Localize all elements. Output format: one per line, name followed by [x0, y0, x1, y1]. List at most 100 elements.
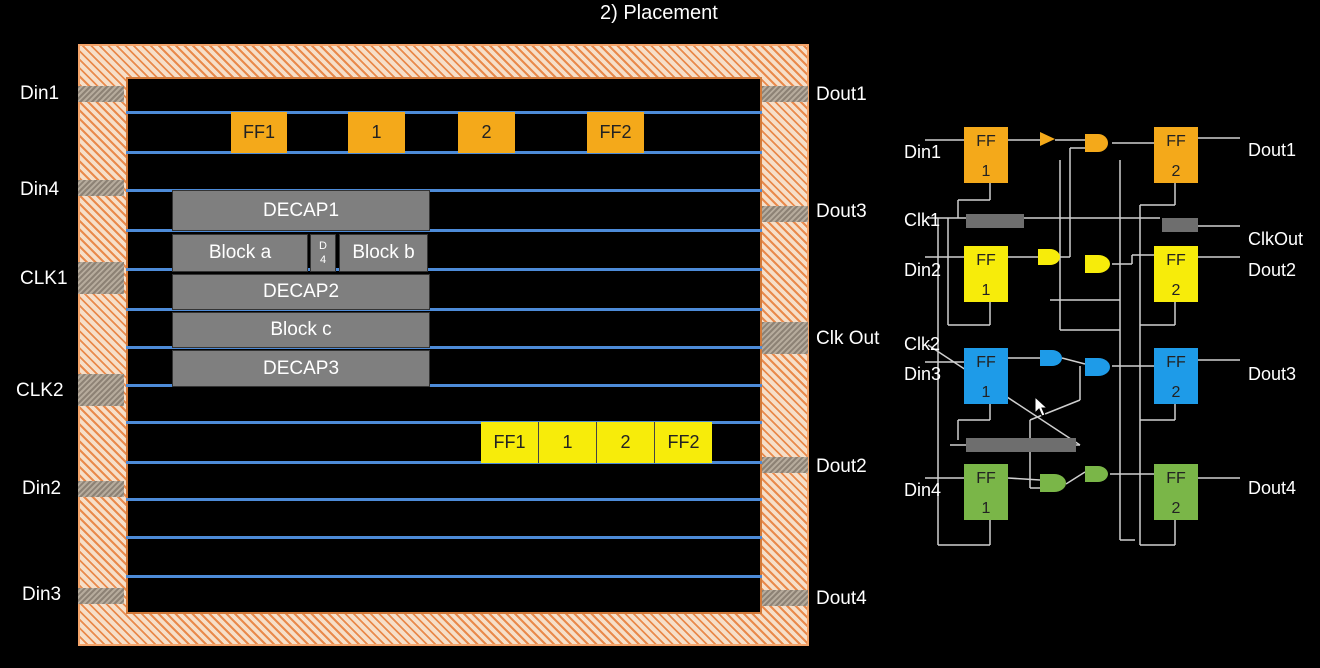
block-a: Block a [172, 234, 308, 272]
label-clkout: Clk Out [816, 328, 880, 349]
label-dout1: Dout1 [816, 84, 867, 105]
and-gate-green [1085, 466, 1108, 482]
pad-din3 [78, 588, 124, 604]
ff-number: 2 [1172, 282, 1181, 299]
sch-label-din1: Din1 [904, 142, 941, 162]
and-gate-yellow [1085, 255, 1110, 273]
placement-row [126, 229, 762, 232]
pad-clk1 [78, 262, 124, 294]
ff-green-1: FF 1 [964, 464, 1008, 520]
and-gate-blue [1040, 350, 1062, 366]
cell-ff2-yellow: FF2 [655, 422, 712, 463]
and-gate-orange [1085, 134, 1108, 152]
sch-label-dout1: Dout1 [1248, 140, 1296, 160]
block-decap3: DECAP3 [172, 350, 430, 387]
clock-buffer [966, 214, 1024, 228]
block-c: Block c [172, 312, 430, 348]
placement-row [126, 575, 762, 578]
ff-green-2: FF 2 [1154, 464, 1198, 520]
block-d4-top: D [319, 240, 327, 252]
label-dout4: Dout4 [816, 588, 867, 609]
label-dout2: Dout2 [816, 456, 867, 477]
page-title: 2) Placement [600, 2, 718, 24]
cell-ff2-orange: FF2 [587, 112, 644, 153]
label-clk1: CLK1 [20, 268, 68, 289]
and-gate-green [1040, 474, 1066, 492]
placement-row [126, 384, 762, 387]
ff-number: 1 [982, 282, 991, 299]
placement-row [126, 346, 762, 349]
sch-label-clkout: ClkOut [1248, 229, 1303, 249]
sch-label-din3: Din3 [904, 364, 941, 384]
clock-buffer [1162, 218, 1198, 232]
pad-dout2 [762, 457, 808, 473]
mouse-cursor-icon [1034, 396, 1048, 417]
cell-ff1-orange: FF1 [231, 112, 287, 153]
cell-1-orange: 1 [348, 112, 405, 153]
ff-number: 1 [982, 500, 991, 517]
ff-label: FF [976, 252, 996, 269]
placement-row [126, 308, 762, 311]
block-b: Block b [339, 234, 428, 272]
ff-number: 1 [982, 384, 991, 401]
sch-label-din4: Din4 [904, 480, 941, 500]
placement-row [126, 189, 762, 192]
ff-number: 2 [1172, 384, 1181, 401]
ff-label: FF [1166, 133, 1186, 150]
pad-dout4 [762, 590, 808, 606]
pad-din4 [78, 180, 124, 196]
ff-number: 2 [1172, 500, 1181, 517]
sch-label-dout4: Dout4 [1248, 478, 1296, 498]
sch-label-clk2: Clk2 [904, 334, 940, 354]
ff-label: FF [976, 470, 996, 487]
ff-orange-2: FF 2 [1154, 127, 1198, 183]
label-clk2: CLK2 [16, 380, 64, 401]
pad-din1 [78, 86, 124, 102]
placement-row [126, 111, 762, 114]
ff-label: FF [976, 133, 996, 150]
pad-dout1 [762, 86, 808, 102]
label-din4: Din4 [20, 179, 60, 200]
pad-clk2 [78, 374, 124, 406]
cell-2-orange: 2 [458, 112, 515, 153]
placement-row [126, 151, 762, 154]
placement-row [126, 421, 762, 424]
label-din2: Din2 [22, 478, 62, 499]
label-dout3: Dout3 [816, 201, 867, 222]
pad-dout3 [762, 206, 808, 222]
sch-label-dout3: Dout3 [1248, 364, 1296, 384]
label-din1: Din1 [20, 83, 60, 104]
cell-ff1-yellow: FF1 [481, 422, 539, 463]
ff-label: FF [1166, 354, 1186, 371]
ff-yellow-2: FF 2 [1154, 246, 1198, 302]
placement-row [126, 461, 762, 464]
and-gate-blue [1085, 358, 1110, 376]
and-gate-yellow [1038, 249, 1060, 265]
ff-number: 1 [982, 163, 991, 180]
sch-label-dout2: Dout2 [1248, 260, 1296, 280]
placement-row [126, 536, 762, 539]
buffer-gate-orange [1040, 132, 1055, 146]
ff-label: FF [976, 354, 996, 371]
pad-clkout [762, 322, 808, 354]
block-d4-bottom: 4 [319, 254, 327, 266]
sch-label-din2: Din2 [904, 260, 941, 280]
ff-orange-1: FF 1 [964, 127, 1008, 183]
block-d4: D 4 [310, 234, 336, 272]
ff-yellow-1: FF 1 [964, 246, 1008, 302]
ff-label: FF [1166, 252, 1186, 269]
cell-2-yellow: 2 [597, 422, 655, 463]
ff-blue-2: FF 2 [1154, 348, 1198, 404]
sch-label-clk1: Clk1 [904, 210, 940, 230]
label-din3: Din3 [22, 584, 62, 605]
clock-buffer [966, 438, 1076, 452]
cell-1-yellow: 1 [539, 422, 597, 463]
placement-row [126, 268, 762, 271]
ff-number: 2 [1172, 163, 1181, 180]
block-decap1: DECAP1 [172, 190, 430, 231]
block-decap2: DECAP2 [172, 274, 430, 310]
ff-blue-1: FF 1 [964, 348, 1008, 404]
ff-label: FF [1166, 470, 1186, 487]
pad-din2 [78, 481, 124, 497]
